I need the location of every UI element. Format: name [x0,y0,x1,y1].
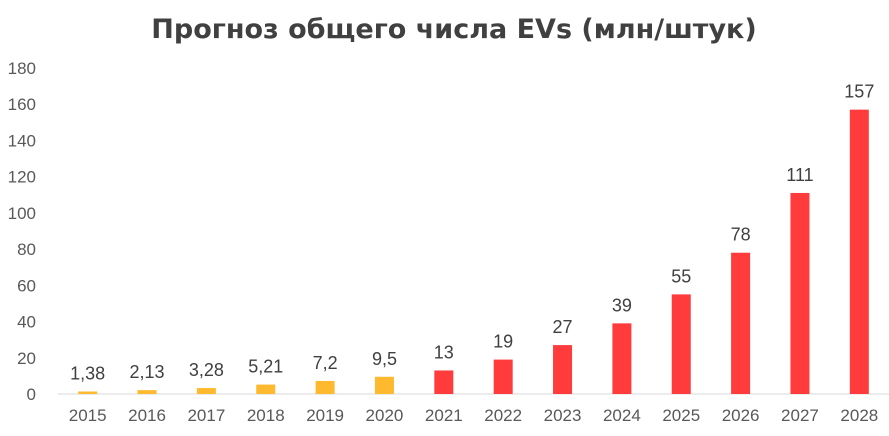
y-tick-label: 80 [17,240,36,259]
bars-group [78,109,869,395]
x-axis: 2015 2016 2017 2018 2019 2020 2021 2022 2023 2024… [69,406,878,425]
bar-2022 [493,359,513,394]
bar-2015 [78,391,98,394]
x-tick-label: 2016 [128,406,166,425]
x-tick-label: 2028 [840,406,878,425]
x-tick-label: 2019 [306,406,344,425]
data-label-2021: 13 [434,342,454,362]
data-label-2016: 2,13 [130,362,165,382]
data-label-2023: 27 [553,317,573,337]
y-tick-label: 100 [8,204,36,223]
y-axis: 0 20 40 60 80 100 120 140 160 180 [8,59,36,404]
bar-2021 [434,370,454,394]
data-label-2024: 39 [612,295,632,315]
data-label-2028: 157 [844,82,874,102]
bar-2026 [731,252,751,394]
bar-2023 [553,345,573,394]
data-label-2026: 78 [731,225,751,245]
data-label-2020: 9,5 [372,349,397,369]
data-label-2018: 5,21 [248,357,283,377]
x-tick-label: 2020 [366,406,404,425]
y-tick-label: 180 [8,59,36,78]
y-tick-label: 60 [17,276,36,295]
bar-2016 [137,390,157,394]
x-tick-label: 2025 [662,406,700,425]
data-labels-group: 1,38 2,13 3,28 5,21 7,2 9,5 13 19 27 39 55 78 111 157 [70,82,874,384]
data-label-2019: 7,2 [313,353,338,373]
bar-2017 [196,388,216,394]
bar-2027 [790,192,810,394]
data-label-2015: 1,38 [70,364,105,384]
y-tick-label: 160 [8,95,36,114]
data-label-2027: 111 [786,165,813,185]
x-tick-label: 2021 [425,406,463,425]
data-label-2017: 3,28 [189,360,224,380]
bar-2019 [315,380,335,394]
data-label-2022: 19 [493,332,513,352]
bar-2024 [612,323,632,394]
bar-2025 [671,294,691,394]
y-tick-label: 120 [8,168,36,187]
chart-title: Прогноз общего числа EVs (млн/штук) [151,14,756,45]
x-tick-label: 2018 [247,406,285,425]
y-tick-label: 0 [27,385,36,404]
data-label-2025: 55 [671,266,691,286]
y-tick-label: 40 [17,313,36,332]
x-tick-label: 2022 [484,406,522,425]
y-tick-label: 140 [8,131,36,150]
x-tick-label: 2027 [781,406,819,425]
bar-2018 [256,384,276,394]
y-tick-label: 20 [17,349,36,368]
bar-2028 [849,109,869,395]
x-tick-label: 2015 [69,406,107,425]
x-tick-label: 2024 [603,406,641,425]
x-tick-label: 2017 [187,406,225,425]
bar-2020 [374,376,394,394]
x-tick-label: 2023 [544,406,582,425]
x-tick-label: 2026 [722,406,760,425]
